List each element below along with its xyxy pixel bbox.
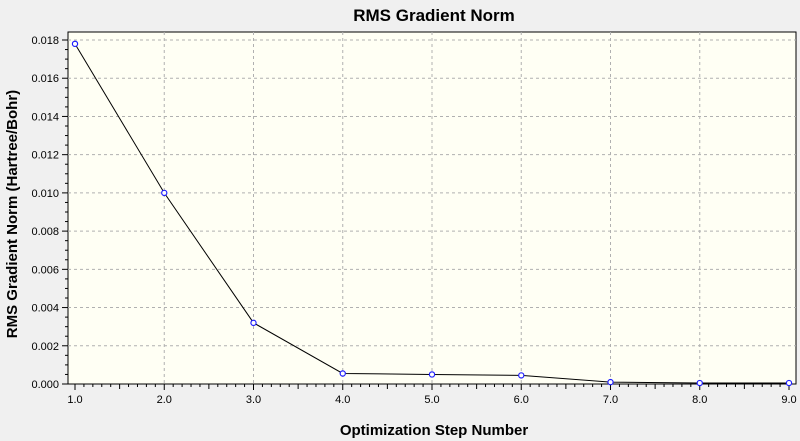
data-point (161, 189, 168, 197)
data-point (71, 40, 79, 48)
y-tick-label: 0.012 (31, 150, 59, 162)
y-tick-label: 0.002 (31, 341, 59, 353)
x-tick-label: 7.0 (603, 394, 618, 406)
y-tick-label: 0.008 (31, 226, 59, 238)
data-point (339, 370, 346, 377)
y-tick-label: 0.018 (31, 35, 59, 47)
data-point (785, 379, 793, 387)
x-tick-layer: 1.0 2.0 3.0 4.0 5.0 6.0 7.0 8.0 9.0 (67, 384, 797, 406)
x-tick-label: 2.0 (157, 394, 172, 406)
chart-title: RMS Gradient Norm (353, 6, 515, 25)
x-tick-label: 3.0 (246, 394, 261, 406)
y-tick-layer: 0.000 0.002 0.004 0.006 0.008 0.010 0.012 0.014… (31, 35, 68, 391)
x-tick-label: 9.0 (781, 394, 796, 406)
y-tick-label: 0.014 (31, 111, 59, 123)
y-tick-label: 0.016 (31, 73, 59, 85)
x-tick-label: 5.0 (424, 394, 439, 406)
data-point (607, 378, 614, 386)
x-tick-label: 1.0 (67, 394, 82, 406)
x-tick-label: 6.0 (514, 394, 529, 406)
grid-layer (68, 32, 796, 384)
x-axis-label: Optimization Step Number (340, 422, 529, 439)
y-tick-label: 0.010 (31, 188, 59, 200)
data-point (250, 319, 257, 327)
series-layer (71, 40, 793, 387)
data-point (696, 379, 703, 387)
data-point (428, 371, 436, 378)
y-tick-label: 0.000 (31, 379, 59, 391)
y-axis-label: RMS Gradient Norm (Hartree/Bohr) (4, 90, 21, 338)
minor-tick-layer (65, 49, 781, 389)
y-tick-label: 0.004 (31, 303, 59, 315)
x-tick-label: 4.0 (335, 394, 350, 406)
data-point (518, 372, 525, 379)
x-tick-label: 8.0 (692, 394, 707, 406)
y-tick-label: 0.006 (31, 264, 59, 276)
